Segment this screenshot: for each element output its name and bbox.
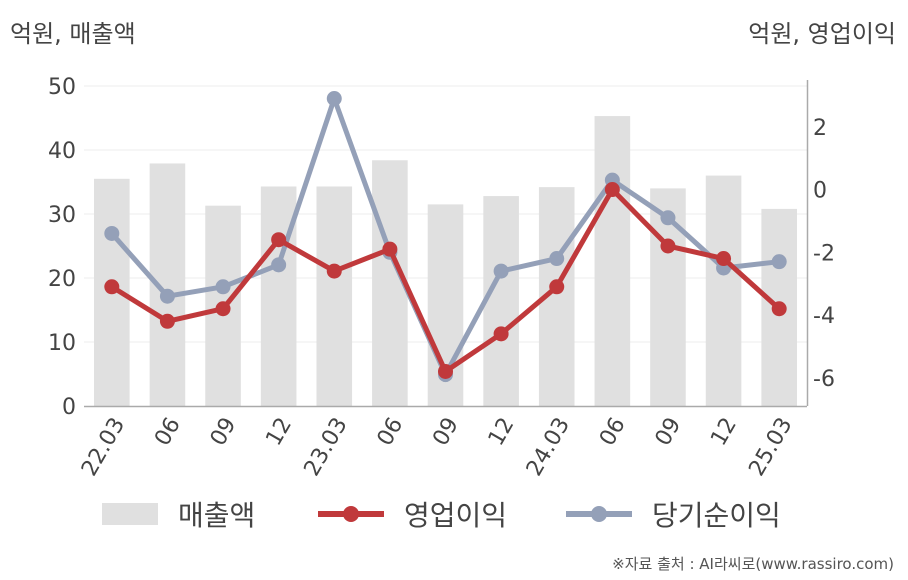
point-operating-profit <box>716 251 732 267</box>
point-operating-profit <box>660 238 676 254</box>
point-operating-profit <box>104 279 120 295</box>
point-operating-profit <box>549 279 565 295</box>
point-operating-profit <box>771 301 787 317</box>
x-tick-label: 09 <box>651 414 687 451</box>
point-operating-profit <box>326 263 342 279</box>
left-tick-label: 40 <box>48 139 76 164</box>
point-net-income <box>159 288 175 304</box>
legend-swatch-revenue <box>102 503 158 525</box>
left-axis-unit-label: 억원, 매출액 <box>10 20 136 48</box>
legend: 매출액 영업이익 당기순이익 <box>0 494 908 534</box>
legend-item-operating-profit: 영업이익 <box>318 494 507 534</box>
point-net-income <box>326 91 342 107</box>
point-operating-profit <box>438 363 453 379</box>
bar-revenue <box>316 186 353 406</box>
point-net-income <box>771 254 787 270</box>
bar-revenue <box>483 196 519 406</box>
right-tick-label: 0 <box>813 179 827 204</box>
legend-item-revenue: 매출액 <box>102 494 255 534</box>
x-tick-label: 06 <box>150 414 186 451</box>
line-series <box>104 91 787 383</box>
x-tick-label: 12 <box>706 414 742 451</box>
legend-label-net-income: 당기순이익 <box>652 499 781 532</box>
left-tick-label: 20 <box>48 267 76 292</box>
right-tick-label: -2 <box>813 241 835 266</box>
point-net-income <box>549 251 565 267</box>
point-net-income <box>660 210 676 226</box>
point-operating-profit <box>382 241 398 257</box>
point-operating-profit <box>159 313 175 329</box>
left-tick-label: 30 <box>48 203 76 228</box>
x-tick-label: 06 <box>595 414 631 451</box>
point-net-income <box>215 279 231 295</box>
x-tick-label: 25.03 <box>744 414 797 481</box>
bar-revenue <box>260 186 297 406</box>
point-operating-profit <box>215 301 231 317</box>
point-net-income <box>493 263 509 279</box>
point-operating-profit <box>604 182 620 198</box>
x-tick-label: 09 <box>428 414 464 451</box>
point-net-income <box>271 257 287 273</box>
left-tick-label: 50 <box>48 75 76 100</box>
x-tick-label: 12 <box>261 414 297 451</box>
legend-swatch-operating-profit <box>318 503 384 525</box>
bar-revenue <box>594 116 631 406</box>
legend-item-net-income: 당기순이익 <box>566 494 781 534</box>
right-axis-unit-label: 억원, 영업이익 <box>748 20 896 48</box>
x-tick-label: 12 <box>484 413 520 450</box>
left-tick-label: 10 <box>48 331 76 356</box>
x-tick-label: 22.03 <box>77 414 130 481</box>
legend-swatch-net-income <box>566 503 632 525</box>
right-tick-label: -6 <box>813 367 835 392</box>
right-tick-label: -4 <box>813 304 835 329</box>
source-note: ※자료 출처 : AI라씨로(www.rassiro.com) <box>612 555 894 573</box>
bar-revenue <box>705 175 742 406</box>
point-operating-profit <box>271 232 287 248</box>
x-tick-label: 06 <box>373 414 409 451</box>
x-tick-label: 24.03 <box>522 414 575 481</box>
point-operating-profit <box>493 326 509 342</box>
x-tick-label: 23.03 <box>300 414 353 481</box>
left-tick-label: 0 <box>62 395 76 420</box>
point-net-income <box>104 225 120 241</box>
legend-label-revenue: 매출액 <box>178 499 256 532</box>
legend-label-operating-profit: 영업이익 <box>404 499 508 532</box>
x-tick-label: 09 <box>206 414 242 451</box>
bar-series-revenue <box>94 116 797 406</box>
right-tick-label: 2 <box>813 116 827 141</box>
